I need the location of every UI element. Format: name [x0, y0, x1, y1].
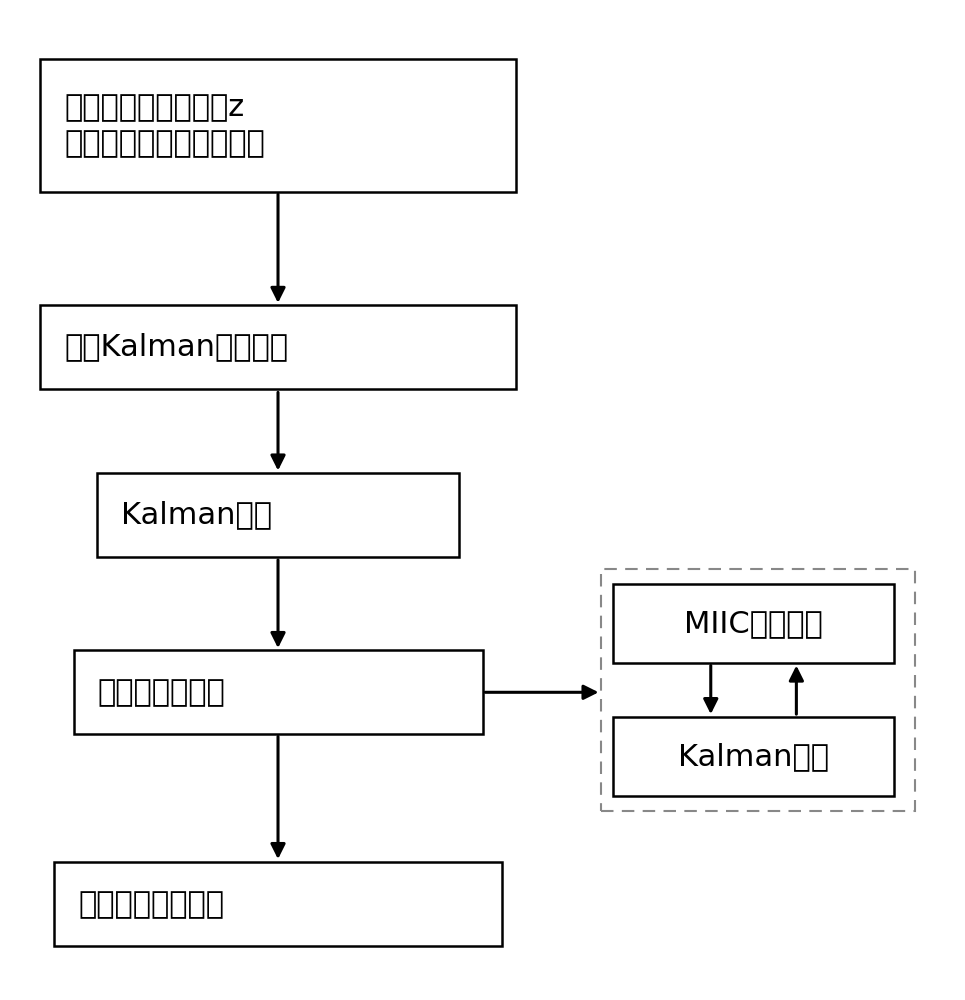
- Bar: [41, 59, 515, 192]
- Bar: [614, 584, 894, 663]
- Bar: [41, 305, 515, 389]
- Text: Kalman滤波: Kalman滤波: [678, 742, 829, 771]
- Bar: [73, 650, 482, 734]
- Text: 细胞压痕实验，获得z
轴位移量和微悬臂偏移量: 细胞压痕实验，获得z 轴位移量和微悬臂偏移量: [64, 93, 264, 158]
- Text: MIIC算法跟踪: MIIC算法跟踪: [684, 609, 823, 638]
- Text: 硬材料跟踪实验: 硬材料跟踪实验: [97, 678, 225, 707]
- Bar: [54, 862, 502, 946]
- Text: 计算细胞弹性模量: 计算细胞弹性模量: [78, 890, 224, 919]
- Text: Kalman滤波: Kalman滤波: [121, 500, 272, 529]
- Bar: [97, 473, 458, 557]
- Bar: [601, 569, 915, 811]
- Text: 建立Kalman滤波模型: 建立Kalman滤波模型: [64, 333, 288, 362]
- Bar: [614, 717, 894, 796]
